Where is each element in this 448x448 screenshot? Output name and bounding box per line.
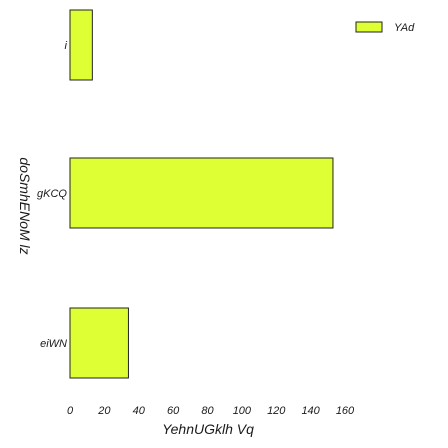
y-tick-labels: i gKCQ eiWN bbox=[37, 40, 68, 350]
x-tick-labels: 0 20 40 60 80 100 120 140 160 bbox=[67, 405, 355, 417]
x-tick-label-100: 100 bbox=[233, 405, 252, 417]
x-axis-label: YehnUGklh Vq bbox=[162, 421, 254, 437]
bar-eiWN bbox=[69, 307, 129, 379]
x-tick-label-40: 40 bbox=[133, 405, 146, 417]
y-tick-label-gKCQ: gKCQ bbox=[37, 188, 67, 200]
x-tick-label-60: 60 bbox=[167, 405, 180, 417]
bar-gKCQ bbox=[69, 157, 334, 229]
x-tick-label-0: 0 bbox=[67, 405, 74, 417]
y-tick-label-eiWN: eiWN bbox=[40, 338, 67, 350]
legend: YAd bbox=[355, 21, 415, 34]
legend-label: YAd bbox=[394, 22, 415, 34]
y-tick-label-i: i bbox=[65, 40, 68, 52]
bars bbox=[69, 9, 334, 379]
legend-swatch bbox=[355, 21, 383, 33]
x-tick-label-120: 120 bbox=[267, 405, 286, 417]
bar-i bbox=[69, 9, 93, 81]
x-tick-label-80: 80 bbox=[201, 405, 214, 417]
x-tick-label-160: 160 bbox=[336, 405, 355, 417]
x-tick-label-20: 20 bbox=[97, 405, 111, 417]
x-tick-label-140: 140 bbox=[301, 405, 320, 417]
y-axis-label: doSmhENoM lz bbox=[17, 157, 33, 254]
